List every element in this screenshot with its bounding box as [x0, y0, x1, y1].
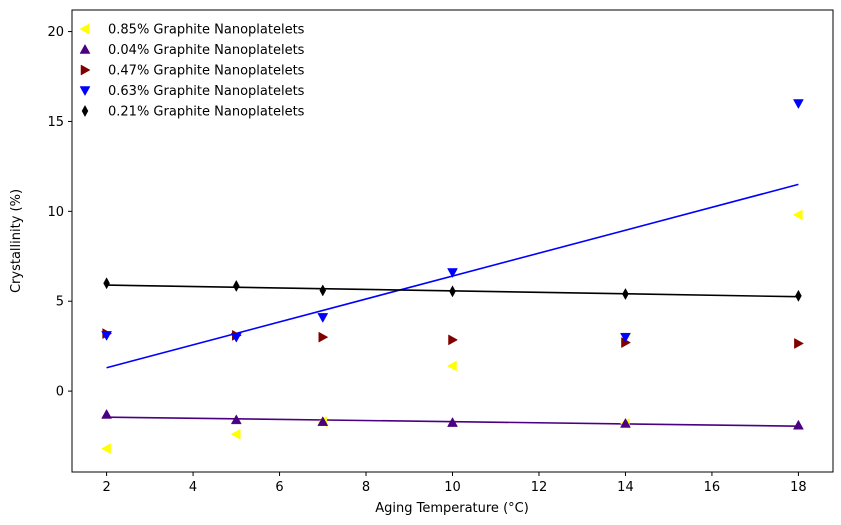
data-point	[792, 419, 804, 430]
legend-marker	[81, 104, 89, 118]
data-point	[447, 417, 458, 427]
data-point	[233, 279, 240, 292]
x-axis-title: Aging Temperature (°C)	[375, 501, 529, 516]
legend-label: 0.85% Graphite Nanoplatelets	[108, 23, 305, 38]
x-tick-label: 12	[531, 480, 548, 495]
x-tick-label: 18	[790, 480, 807, 495]
data-point	[319, 284, 327, 297]
data-point	[447, 268, 458, 278]
legend-marker	[80, 64, 91, 76]
data-point	[792, 99, 804, 109]
data-point	[794, 338, 804, 349]
data-point	[230, 414, 242, 425]
data-point	[230, 428, 241, 440]
y-tick-label: 10	[47, 205, 64, 220]
legend-label: 0.21% Graphite Nanoplatelets	[108, 105, 305, 120]
legend-label: 0.47% Graphite Nanoplatelets	[108, 64, 305, 79]
x-tick-label: 16	[704, 480, 721, 495]
legend: 0.85% Graphite Nanoplatelets 0.04% Graphi…	[79, 23, 305, 120]
data-point	[101, 331, 113, 341]
data-points	[101, 99, 804, 455]
plot-area	[72, 10, 833, 472]
legend-marker	[79, 43, 91, 54]
data-point	[317, 313, 329, 323]
x-tick-label: 8	[362, 480, 370, 495]
data-point	[622, 288, 629, 301]
data-point	[317, 416, 329, 426]
x-tick-label: 14	[617, 480, 634, 495]
y-axis-title: Crystallinity (%)	[9, 189, 24, 293]
data-point	[620, 332, 631, 343]
data-point	[620, 417, 631, 428]
data-point	[101, 408, 113, 419]
data-point	[449, 285, 456, 298]
data-point	[446, 360, 457, 372]
data-point	[792, 209, 803, 221]
legend-marker	[79, 23, 90, 35]
data-point	[230, 332, 242, 343]
data-point	[103, 277, 110, 290]
legend-label: 0.63% Graphite Nanoplatelets	[108, 84, 305, 99]
data-point	[101, 443, 111, 455]
x-axis-ticks: 2 4 6 8 10 12 14 16 18	[102, 472, 807, 495]
x-tick-label: 6	[275, 480, 283, 495]
y-tick-label: 20	[47, 25, 64, 40]
y-tick-label: 15	[47, 115, 64, 130]
y-tick-label: 5	[56, 295, 64, 310]
legend-marker	[79, 86, 91, 97]
y-tick-label: 0	[56, 385, 64, 400]
data-point	[448, 334, 459, 346]
y-axis-ticks: 0 5 10 15 20	[47, 25, 72, 400]
data-point	[795, 289, 802, 302]
data-point	[318, 331, 329, 343]
x-tick-label: 4	[189, 480, 197, 495]
x-tick-label: 10	[444, 480, 461, 495]
x-tick-label: 2	[102, 480, 110, 495]
legend-label: 0.04% Graphite Nanoplatelets	[108, 43, 305, 58]
